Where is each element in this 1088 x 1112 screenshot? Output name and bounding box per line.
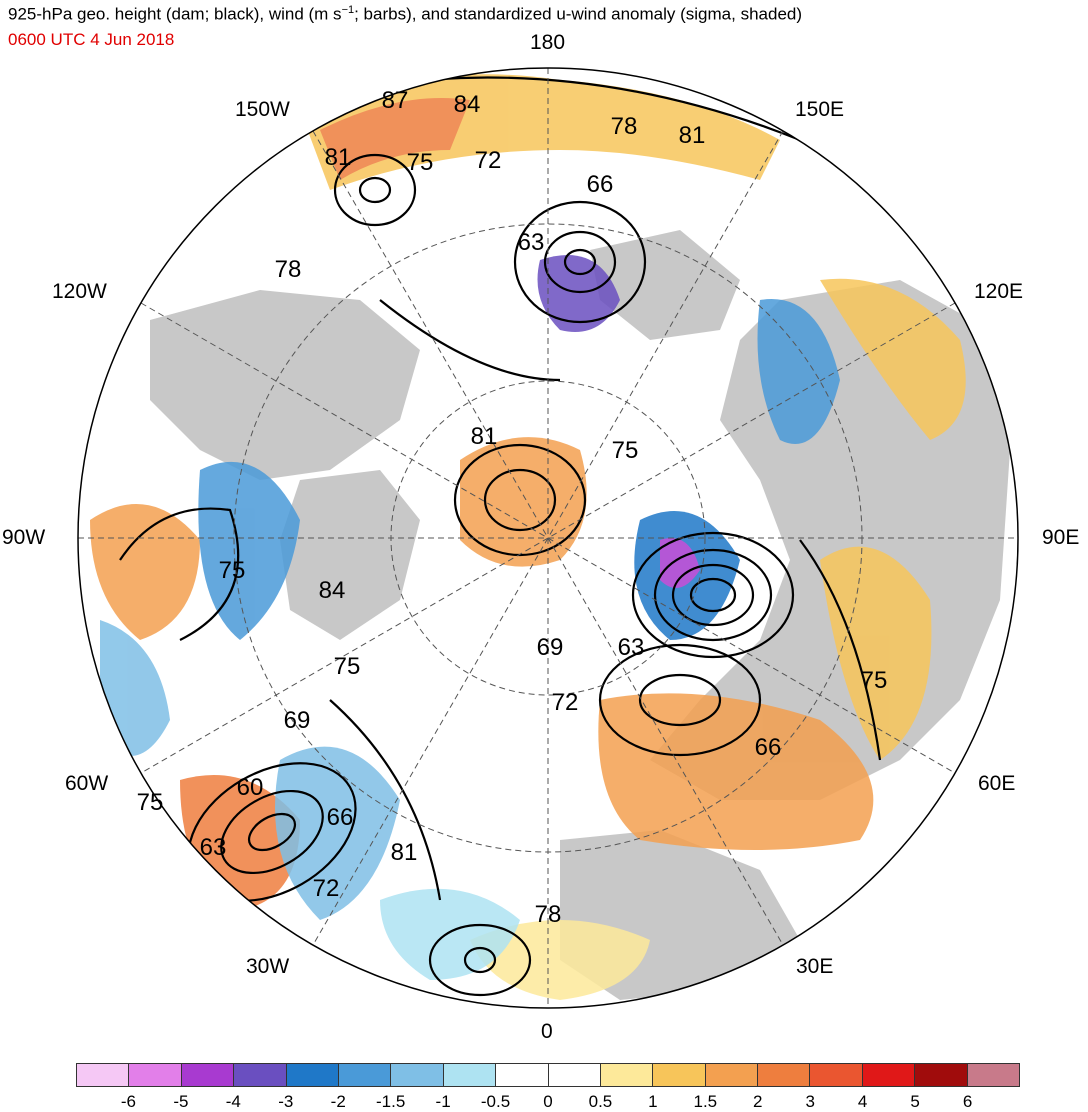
contour-label: 81 — [391, 839, 418, 866]
colorbar-swatch — [181, 1064, 235, 1086]
colorbar-tick-label: -2 — [330, 1092, 346, 1111]
lon-label-120e: 120E — [974, 280, 1024, 303]
colorbar-swatch — [443, 1064, 497, 1086]
contour-label: 63 — [200, 834, 227, 861]
colorbar-swatch — [862, 1064, 916, 1086]
colorbar-swatch — [77, 1064, 130, 1086]
lon-label-30e: 30E — [796, 955, 834, 978]
contour-label: 66 — [587, 171, 614, 198]
contour-label: 75 — [407, 149, 434, 176]
colorbar-swatch — [548, 1064, 601, 1086]
contour-label: 63 — [518, 229, 545, 256]
colorbar-swatch — [496, 1064, 549, 1086]
colorbar-swatch — [129, 1064, 182, 1086]
contour-label: 78 — [535, 901, 562, 928]
colorbar-swatch — [234, 1064, 287, 1086]
lon-label-120w: 120W — [52, 280, 107, 303]
lon-label-150e: 150E — [795, 98, 845, 121]
contour-label: 66 — [327, 804, 354, 831]
contour-label-layer: 87 84 81 75 72 78 81 66 63 78 81 75 75 8… — [137, 87, 888, 928]
contour-label: 84 — [454, 91, 481, 118]
colorbar-tick-label: 1 — [648, 1092, 658, 1111]
contour-label: 66 — [755, 734, 782, 761]
contour-label: 63 — [618, 634, 645, 661]
colorbar-tick-label: -5 — [173, 1092, 189, 1111]
colorbar-swatch — [967, 1064, 1020, 1086]
contour-label: 75 — [861, 667, 888, 694]
colorbar-tick-label: 3 — [805, 1092, 815, 1111]
lon-label-90w: 90W — [2, 526, 46, 549]
graticule — [78, 68, 1018, 1008]
colorbar-swatch — [653, 1064, 706, 1086]
contour-label: 69 — [537, 634, 564, 661]
colorbar-swatch — [810, 1064, 863, 1086]
negative-anomaly-shading — [100, 255, 840, 980]
contour-label: 81 — [325, 144, 352, 171]
lon-label-60w: 60W — [65, 772, 109, 795]
contour-label: 60 — [237, 774, 264, 801]
lon-label-90e: 90E — [1042, 526, 1080, 549]
colorbar-tick-label: -3 — [278, 1092, 294, 1111]
colorbar-tick-label: 5 — [910, 1092, 920, 1111]
contour-label: 72 — [475, 147, 502, 174]
colorbar-tick-label: 6 — [962, 1092, 973, 1111]
contour-label: 87 — [382, 87, 409, 114]
colorbar-tick-label: -1 — [435, 1092, 451, 1111]
colorbar-swatch — [338, 1064, 392, 1086]
contour-label: 81 — [679, 122, 706, 149]
lon-label-180: 180 — [530, 31, 566, 54]
colorbar-tick-label: 0.5 — [588, 1092, 613, 1111]
colorbar-tick-label: -0.5 — [480, 1092, 511, 1111]
lon-label-150w: 150W — [235, 98, 290, 121]
colorbar-tick-label: -4 — [225, 1092, 241, 1111]
lon-label-0: 0 — [541, 1020, 553, 1043]
colorbar-tick-label: 2 — [753, 1092, 763, 1111]
colorbar-swatch — [758, 1064, 811, 1086]
contour-label: 75 — [137, 789, 164, 816]
colorbar — [76, 1063, 1020, 1087]
contour-label: 72 — [552, 689, 579, 716]
colorbar-tick-label: 4 — [857, 1092, 868, 1111]
contour-label: 78 — [611, 113, 638, 140]
contour-label: 75 — [334, 653, 361, 680]
map-boundary — [77, 67, 1019, 1009]
contour-label: 84 — [319, 577, 346, 604]
colorbar-tick-label: -1.5 — [376, 1092, 406, 1111]
colorbar-swatch — [286, 1064, 339, 1086]
colorbar-tick-label: 0 — [543, 1092, 553, 1111]
positive-anomaly-shading — [90, 74, 966, 1000]
contour-label: 75 — [612, 437, 639, 464]
lon-label-60e: 60E — [978, 772, 1016, 795]
colorbar-swatch — [391, 1064, 444, 1086]
contour-label: 81 — [471, 423, 498, 450]
lon-label-30w: 30W — [246, 955, 290, 978]
contour-label: 72 — [313, 875, 340, 902]
colorbar-swatch — [705, 1064, 759, 1086]
colorbar-swatch — [600, 1064, 654, 1086]
contour-label: 75 — [219, 557, 246, 584]
colorbar-tick-label: -6 — [120, 1092, 136, 1111]
valid-time: 0600 UTC 4 Jun 2018 — [8, 30, 175, 49]
contour-label: 78 — [275, 256, 302, 283]
contour-label: 69 — [284, 707, 311, 734]
colorbar-tick-label: 1.5 — [693, 1092, 718, 1111]
colorbar-swatch — [915, 1064, 968, 1086]
chart-title: 925-hPa geo. height (dam; black), wind (… — [8, 4, 803, 24]
